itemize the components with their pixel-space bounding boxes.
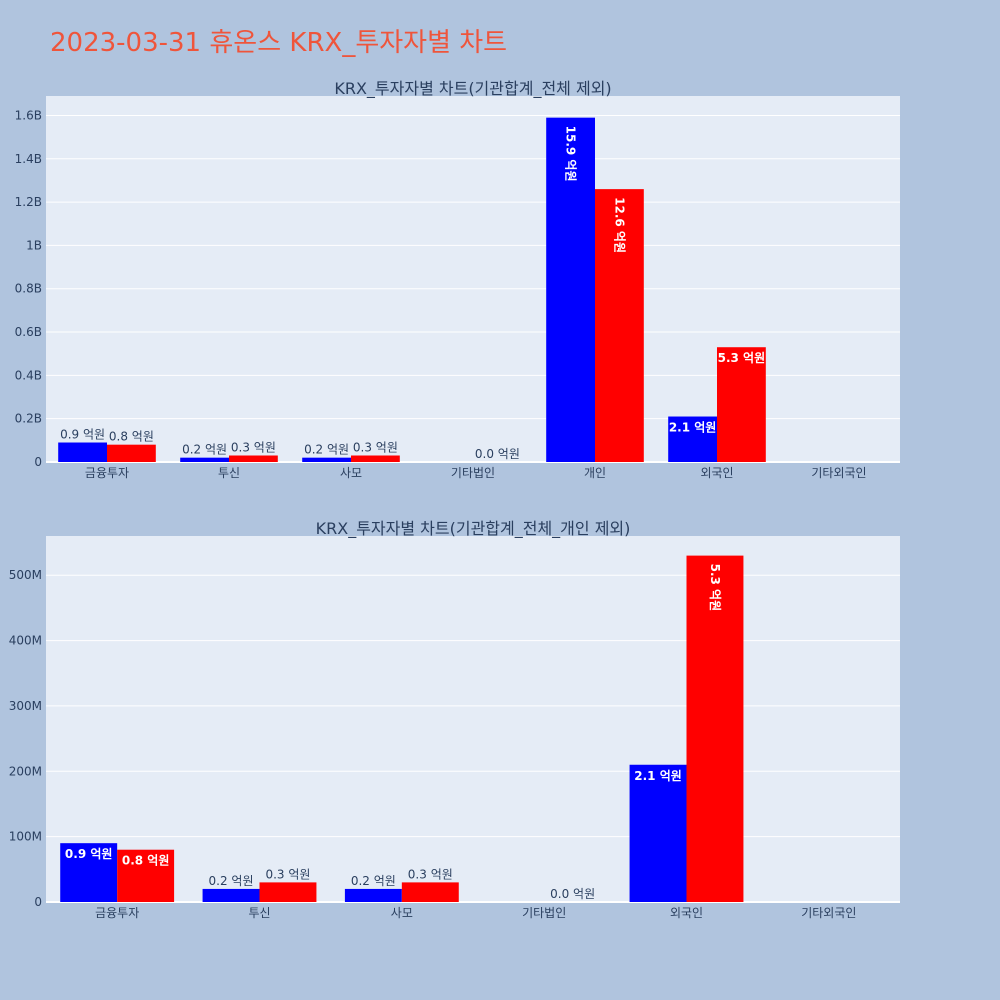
chart1-data-label: 0.2 억원 (182, 443, 227, 457)
chart2-bar-red (259, 882, 317, 902)
chart2-bar-red (686, 555, 744, 902)
chart1-y-tick-label: 0.2B (15, 412, 42, 426)
chart2-data-label: 0.3 억원 (265, 867, 310, 881)
chart2-x-tick-label: 기타법인 (522, 906, 566, 920)
chart2-y-tick-label: 100M (9, 830, 42, 844)
chart2-data-label: 0.2 억원 (351, 874, 396, 888)
chart2-bar-blue (202, 888, 260, 902)
chart2-data-label: 0.3 억원 (408, 867, 453, 881)
chart2-bar-blue (60, 843, 118, 902)
chart1-data-label: 0.0 억원 (475, 447, 520, 461)
chart1-data-label: 0.8 억원 (109, 430, 154, 444)
chart2-data-label: 0.8 억원 (122, 854, 170, 868)
chart2-title: KRX_투자자별 차트(기관합계_전체_개인 제외) (316, 519, 631, 539)
chart1-bar-red (107, 444, 156, 462)
chart1-bar-blue (58, 442, 107, 462)
chart1-x-tick-label: 개인 (584, 466, 606, 480)
chart1-bar-blue (546, 117, 595, 463)
chart2-data-label: 0.2 억원 (209, 874, 254, 888)
chart1-y-tick-label: 1.2B (15, 195, 42, 209)
chart1-bar-blue (180, 457, 229, 462)
chart1-x-tick-label: 투신 (218, 466, 240, 480)
chart2-y-tick-label: 400M (9, 634, 42, 648)
chart2-data-label: 2.1 억원 (634, 769, 682, 783)
chart1-data-label: 0.3 억원 (231, 441, 276, 455)
chart1-data-label: 0.9 억원 (60, 428, 105, 442)
chart2-y-tick-label: 0 (34, 895, 42, 909)
chart2-x-tick-label: 금융투자 (95, 906, 139, 920)
chart1-y-tick-label: 1.4B (15, 152, 42, 166)
chart2-data-label: 5.3 억원 (708, 564, 722, 612)
chart1-data-label: 2.1 억원 (669, 421, 717, 435)
chart2-data-label: 0.9 억원 (65, 847, 113, 861)
chart1-y-tick-label: 0.6B (15, 325, 42, 339)
chart1-bar-red (717, 347, 766, 462)
chart1-y-tick-label: 0 (34, 455, 42, 469)
chart1-y-tick-label: 0.4B (15, 368, 42, 382)
chart1-x-tick-label: 기타외국인 (811, 466, 866, 480)
chart2-plot-area (46, 536, 900, 902)
chart1-x-tick-label: 금융투자 (85, 466, 129, 480)
chart1-bar-red (595, 189, 644, 462)
chart2-x-tick-label: 기타외국인 (801, 906, 856, 920)
chart2-bar-red (117, 849, 175, 902)
chart1-x-tick-label: 사모 (340, 466, 362, 480)
chart1-y-tick-label: 1.6B (15, 108, 42, 122)
chart2-y-tick-label: 300M (9, 699, 42, 713)
chart1-bar-blue (668, 416, 717, 462)
chart2-y-tick-label: 500M (9, 568, 42, 582)
chart2-y-tick-label: 200M (9, 764, 42, 778)
chart1-x-tick-label: 기타법인 (451, 466, 495, 480)
chart1-bar-blue (302, 457, 351, 462)
chart2-bar-blue (629, 764, 687, 902)
chart2-data-label: 0.0 억원 (550, 887, 595, 901)
chart1-x-tick-label: 외국인 (700, 466, 733, 480)
chart1-data-label: 12.6 억원 (612, 197, 626, 253)
chart2-bar-red (401, 882, 459, 902)
chart2-x-tick-label: 외국인 (670, 906, 703, 920)
chart1-plot-area (46, 96, 900, 462)
chart1-data-label: 15.9 억원 (564, 126, 578, 182)
chart1-title: KRX_투자자별 차트(기관합계_전체 제외) (334, 79, 611, 99)
chart1-data-label: 0.2 억원 (304, 443, 349, 457)
chart2-x-tick-label: 투신 (248, 906, 270, 920)
chart2-bar-blue (344, 888, 402, 902)
chart1-bar-red (351, 455, 400, 462)
chart1-y-tick-label: 0.8B (15, 282, 42, 296)
chart1-bar-red (229, 455, 278, 462)
page-title: 2023-03-31 휴온스 KRX_투자자별 차트 (50, 28, 508, 58)
chart2-x-tick-label: 사모 (391, 906, 413, 920)
chart1-data-label: 0.3 억원 (353, 441, 398, 455)
chart1-data-label: 5.3 억원 (718, 351, 766, 365)
chart1-y-tick-label: 1B (26, 238, 42, 252)
